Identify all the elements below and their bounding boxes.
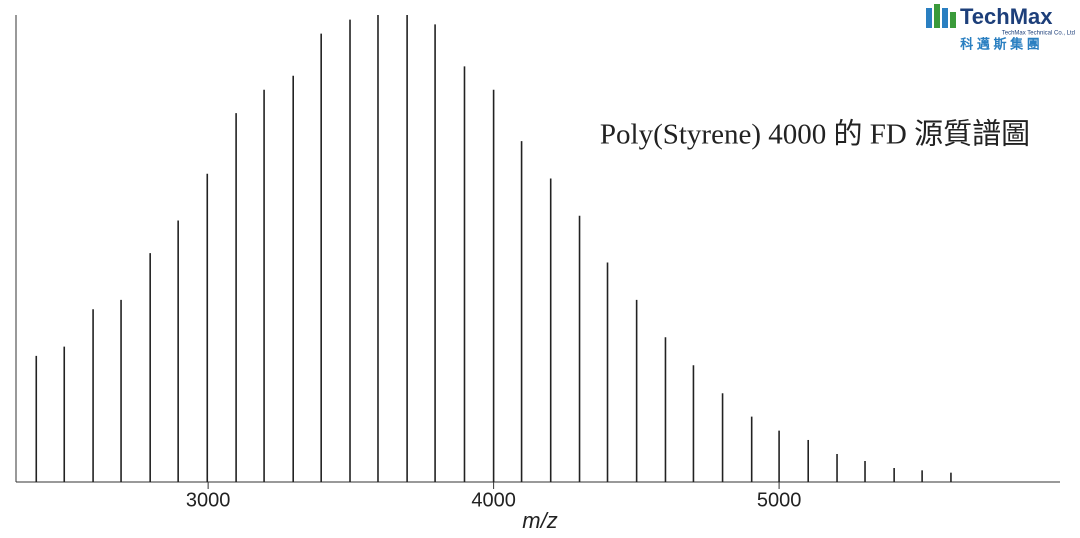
logo-icon: [950, 12, 956, 28]
chart-title: Poly(Styrene) 4000 的 FD 源質譜圖: [600, 118, 1030, 151]
x-axis-label: m/z: [522, 508, 557, 533]
x-tick-label: 5000: [757, 489, 802, 511]
logo-icon: [934, 4, 940, 28]
logo-name: TechMax: [960, 4, 1053, 29]
logo: TechMax TechMax Technical Co., Ltd 科 邁 斯…: [926, 4, 1075, 51]
logo-icon: [942, 8, 948, 28]
logo-icon: [926, 8, 932, 28]
logo-chinese: 科 邁 斯 集 團: [960, 36, 1039, 51]
x-tick-label: 3000: [186, 489, 231, 511]
logo-company: TechMax Technical Co., Ltd: [1002, 31, 1075, 37]
x-tick-label: 4000: [471, 489, 516, 511]
